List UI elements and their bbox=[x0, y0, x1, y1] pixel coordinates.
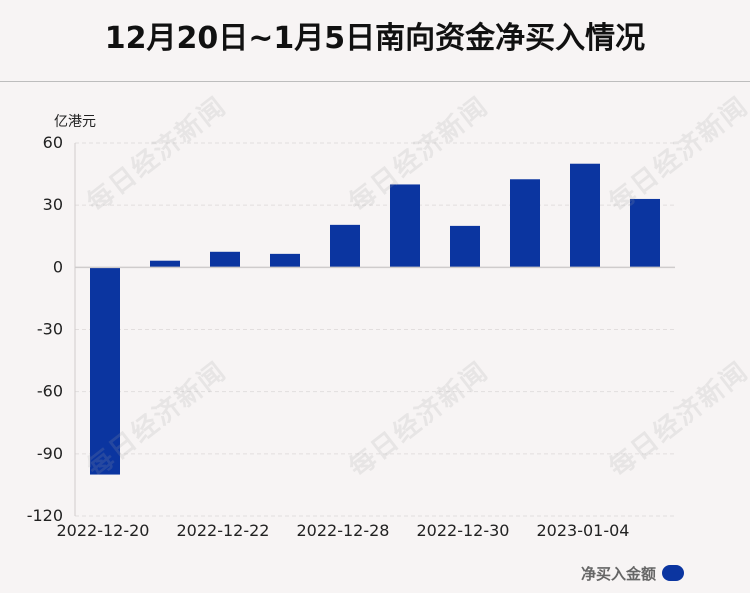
bar-2022-12-20 bbox=[90, 267, 120, 475]
y-tick-label: -120 bbox=[27, 506, 63, 525]
bar-2022-12-23 bbox=[270, 253, 300, 268]
y-tick-label: -90 bbox=[37, 444, 63, 463]
x-tick-label: 2022-12-22 bbox=[177, 521, 270, 540]
y-tick-label: 60 bbox=[43, 133, 63, 152]
legend-swatch bbox=[662, 565, 684, 581]
bar-2022-12-22 bbox=[210, 251, 240, 268]
bar-2022-12-29 bbox=[390, 184, 420, 268]
bar-2023-01-04 bbox=[570, 163, 600, 268]
y-tick-label: -30 bbox=[37, 320, 63, 339]
x-tick-label: 2022-12-28 bbox=[297, 521, 390, 540]
bar-2023-01-05 bbox=[630, 198, 660, 268]
x-tick-label: 2022-12-30 bbox=[417, 521, 510, 540]
chart-title: 12月20日~1月5日南向资金净买入情况 bbox=[104, 21, 646, 56]
title-divider bbox=[0, 81, 750, 82]
y-tick-label: -60 bbox=[37, 382, 63, 401]
y-tick-label: 0 bbox=[53, 257, 63, 276]
legend-label: 净买入金额 bbox=[580, 564, 656, 583]
bar-2022-12-28 bbox=[330, 224, 360, 268]
y-axis-label: 亿港元 bbox=[54, 114, 96, 130]
bar-2022-12-30 bbox=[450, 225, 480, 268]
y-tick-label: 30 bbox=[43, 195, 63, 214]
bar-2022-12-21 bbox=[150, 260, 180, 268]
bar-2023-01-03 bbox=[510, 179, 540, 268]
x-tick-label: 2022-12-20 bbox=[57, 521, 150, 540]
bars bbox=[90, 163, 660, 475]
legend: 净买入金额 bbox=[581, 562, 684, 584]
x-tick-label: 2023-01-04 bbox=[537, 521, 630, 540]
